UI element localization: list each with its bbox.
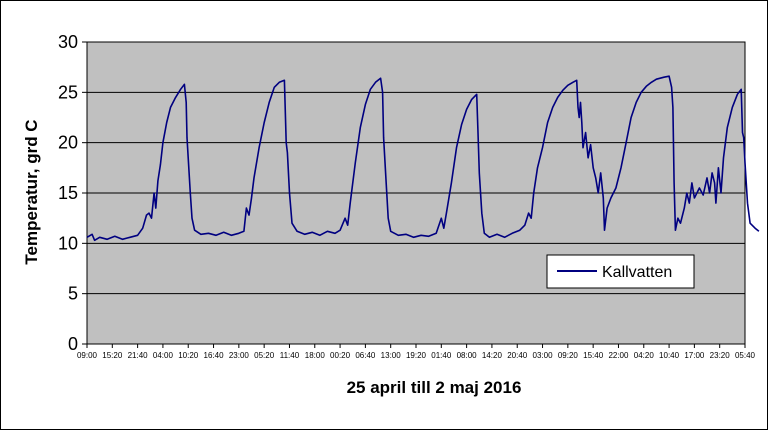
x-tick-label: 04:20 (634, 351, 655, 360)
x-tick-label: 05:20 (254, 351, 275, 360)
x-tick-label: 17:00 (684, 351, 705, 360)
series-line-0 (86, 75, 760, 242)
x-tick-label: 21:40 (128, 351, 149, 360)
x-tick-label: 23:20 (710, 351, 731, 360)
y-tick-label: 20 (58, 133, 78, 153)
x-tick-label: 16:40 (204, 351, 225, 360)
x-tick-label: 14:20 (482, 351, 503, 360)
x-tick-label: 23:00 (229, 351, 250, 360)
x-tick-label: 08:00 (457, 351, 478, 360)
y-tick-labels: 0 5 10 15 20 25 30 (58, 32, 87, 354)
x-tick-label: 04:00 (153, 351, 174, 360)
x-tick-label: 15:40 (583, 351, 604, 360)
x-tick-label: 09:20 (558, 351, 579, 360)
x-tick-label: 10:20 (178, 351, 199, 360)
x-tick-label: 05:40 (735, 351, 756, 360)
x-tick-label: 11:40 (280, 351, 300, 360)
y-tick-label: 25 (58, 82, 78, 102)
x-tick-label: 03:00 (533, 351, 554, 360)
legend: Kallvatten (546, 254, 695, 289)
y-tick-label: 5 (68, 284, 78, 304)
y-tick-label: 10 (58, 233, 78, 253)
x-tick-label: 01:40 (431, 351, 452, 360)
x-tick-labels: 09:00 15:20 21:40 04:00 10:20 16:40 23:00 05:20… (77, 344, 756, 360)
legend-entry: Kallvatten (602, 264, 672, 281)
x-tick-label: 00:20 (330, 351, 351, 360)
x-axis-title: 25 april till 2 maj 2016 (347, 378, 522, 397)
y-tick-label: 0 (68, 334, 78, 354)
y-tick-label: 30 (58, 32, 78, 52)
x-tick-label: 19:20 (406, 351, 427, 360)
x-tick-label: 22:00 (608, 351, 629, 360)
x-tick-label: 20:40 (507, 351, 528, 360)
x-tick-label: 15:20 (102, 351, 123, 360)
series-group (86, 75, 760, 242)
y-axis-title: Temperatur, grd C (22, 119, 41, 264)
x-tick-label: 06:40 (355, 351, 376, 360)
x-tick-label: 13:00 (381, 351, 402, 360)
gridlines (87, 91, 745, 295)
x-tick-label: 09:00 (77, 351, 98, 360)
x-tick-label: 10:40 (659, 351, 680, 360)
x-tick-label: 18:00 (305, 351, 326, 360)
y-tick-label: 15 (58, 183, 78, 203)
